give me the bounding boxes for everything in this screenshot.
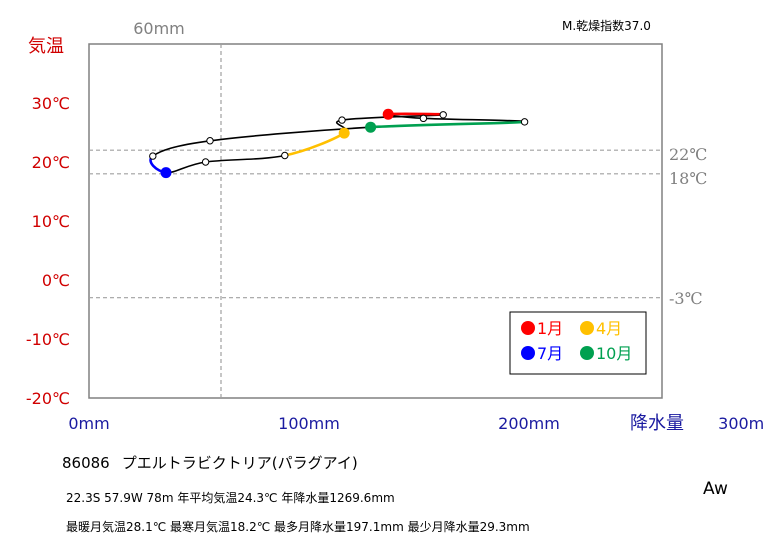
- station-name: プエルトラビクトリア(パラグアイ): [121, 454, 358, 472]
- legend-box: [509, 311, 647, 375]
- y-tick-20: 20℃: [32, 153, 70, 172]
- ref-label-minus3c: -3℃: [669, 289, 702, 308]
- station-stats-line2: 最暖月気温28.1℃ 最寒月気温18.2℃ 最多月降水量197.1mm 最少月降…: [66, 520, 530, 534]
- station-id: 86086: [62, 454, 110, 472]
- legend-marker-jan: [521, 321, 535, 335]
- station-header: 86086 プエルトラビクトリア(パラグアイ): [62, 452, 370, 473]
- legend-label-jan: 1月: [537, 319, 563, 338]
- x-axis-label: 降水量: [630, 413, 684, 434]
- x-tick-200: 200mm: [498, 414, 560, 433]
- month-point-8: [149, 152, 157, 160]
- aridity-index: M.乾燥指数37.0: [562, 18, 651, 33]
- month-point-10: [365, 121, 377, 133]
- y-axis-label: 気温: [28, 36, 64, 57]
- ref-label-18c: 18℃: [669, 169, 707, 188]
- y-tick-0: 0℃: [42, 271, 70, 290]
- x-tick-300: 300mm: [718, 414, 763, 433]
- ref-label-60mm: 60mm: [133, 19, 185, 38]
- legend-label-oct: 10月: [596, 344, 632, 363]
- y-tick-10: 10℃: [32, 212, 70, 231]
- y-tick-30: 30℃: [32, 94, 70, 113]
- month-point-3: [338, 116, 346, 124]
- month-point-5: [281, 151, 289, 160]
- reference-lines: [89, 44, 662, 398]
- month-point-2: [439, 111, 447, 119]
- legend-marker-jul: [521, 346, 535, 360]
- legend-label-jul: 7月: [537, 344, 563, 363]
- segment-month-1: [387, 112, 445, 117]
- x-tick-0: 0mm: [68, 414, 109, 433]
- legend: 1月 4月 7月 10月: [509, 311, 647, 375]
- segment-month-10: [370, 120, 525, 129]
- climate-class: Aw: [703, 479, 728, 499]
- month-point-11: [520, 118, 529, 126]
- month-point-4: [338, 127, 350, 139]
- legend-marker-oct: [580, 346, 594, 360]
- legend-label-apr: 4月: [596, 319, 622, 338]
- station-stats-line1: 22.3S 57.9W 78m 年平均気温24.3℃ 年降水量1269.6mm: [66, 491, 395, 505]
- ref-label-22c: 22℃: [669, 145, 707, 164]
- month-point-1: [382, 108, 394, 120]
- month-point-9: [206, 137, 214, 145]
- legend-marker-apr: [580, 321, 594, 335]
- y-tick-minus10: -10℃: [26, 330, 70, 349]
- climate-series: [149, 108, 529, 179]
- x-tick-100: 100mm: [278, 414, 340, 433]
- month-point-12: [419, 114, 428, 123]
- month-point-6: [201, 158, 210, 166]
- y-tick-minus20: -20℃: [26, 389, 70, 408]
- climograph: 60mm 22℃ 18℃ -3℃ 気温 降水量 M.乾燥指数37.0 30℃ 2…: [26, 18, 763, 434]
- month-point-7: [160, 167, 172, 179]
